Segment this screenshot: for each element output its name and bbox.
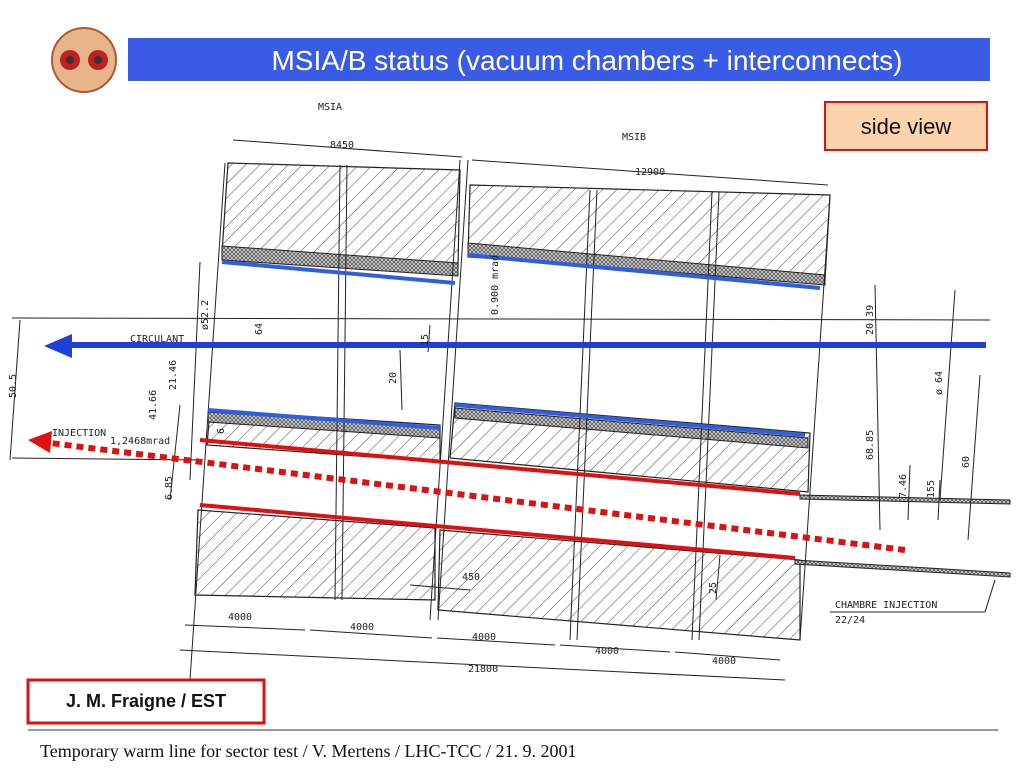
logo: [51, 27, 117, 93]
dimension-label: 6: [216, 428, 227, 434]
dimension-label: 7.46: [898, 474, 909, 498]
dimension-label: 25: [708, 582, 719, 594]
dimension-label: CIRCULANT: [130, 334, 184, 345]
dimension-label: 20.39: [865, 305, 876, 335]
view-box: [824, 101, 988, 151]
injection-arrow: [28, 431, 52, 453]
dimension-label: 1,2468mrad: [110, 436, 170, 447]
title-bar: [128, 38, 990, 81]
chamber-wall: [199, 503, 796, 560]
dimension-label: 4000: [472, 632, 496, 643]
dimension-label: MSIB: [622, 132, 646, 143]
dimension-label: 8450: [330, 140, 354, 151]
dimension-label: 155: [926, 480, 937, 498]
dimension-label: 12900: [635, 167, 665, 178]
circulating-arrow: [44, 334, 72, 358]
dimension-label: 68.85: [865, 430, 876, 460]
dimension-label: 21.46: [168, 360, 179, 390]
dimension-label: MSIA: [318, 102, 342, 113]
footer: Temporary warm line for sector test / V.…: [40, 741, 576, 761]
dimension-label: 4000: [228, 612, 252, 623]
dimension-label: 0.900 mrad: [490, 255, 501, 315]
author: J. M. Fraigne / EST: [66, 691, 226, 711]
dimension-label: 60: [961, 456, 972, 468]
author-box: [26, 678, 266, 725]
dimension-label: 64: [254, 323, 265, 335]
dimension-label: ø52.2: [200, 300, 211, 330]
dimension-label: 21800: [468, 664, 498, 675]
dimension-label: 4000: [595, 646, 619, 657]
dimension-label: CHAMBRE INJECTION: [835, 600, 937, 611]
view-label: side view: [861, 114, 952, 139]
chamber-wall: [199, 438, 801, 496]
dimension-label: 4000: [350, 622, 374, 633]
title: MSIA/B status (vacuum chambers + interco…: [271, 45, 902, 76]
dimension-label: 4000: [712, 656, 736, 667]
dimension-label: INJECTION: [52, 428, 106, 439]
dimension-label: 50.5: [8, 374, 19, 398]
dimension-label: ø 64: [934, 371, 945, 395]
technical-drawing: MSIA MSIB 8450 12900 CIRCULANT INJECTION…: [8, 102, 1011, 681]
dimension-label: 41.66: [148, 390, 159, 420]
dimension-label: 450: [462, 572, 480, 583]
dimension-label: 20: [388, 372, 399, 384]
dimension-label: 6.85: [164, 476, 175, 500]
dimension-label: 15: [420, 334, 431, 346]
dimension-label: 22/24: [835, 615, 865, 626]
